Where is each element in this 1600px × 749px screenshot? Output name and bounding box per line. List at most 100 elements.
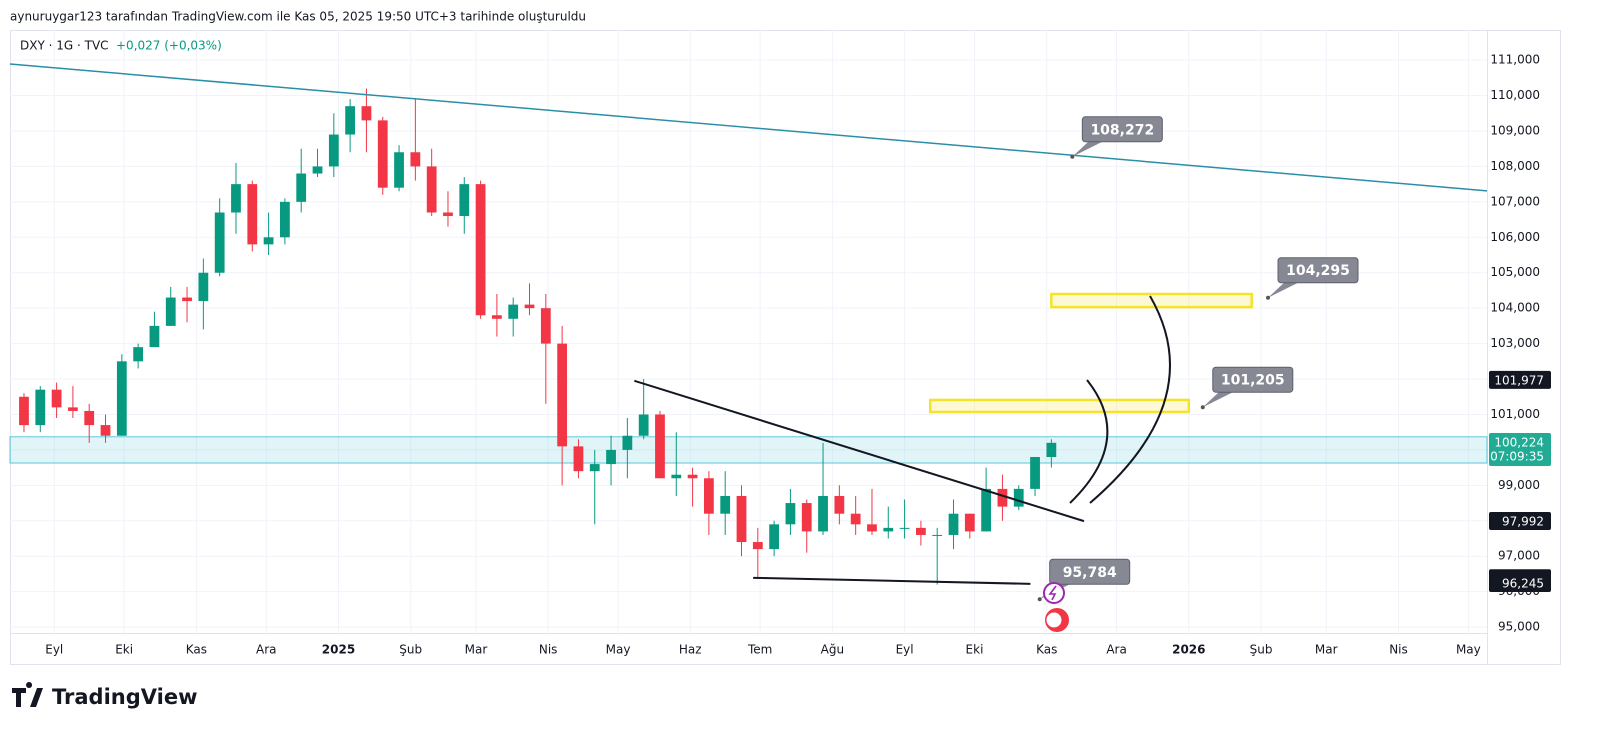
candle-body <box>704 478 714 514</box>
y-tick-label: 103,000 <box>1490 336 1540 350</box>
candle-body <box>133 347 144 362</box>
arc <box>1089 295 1171 504</box>
candle-body <box>720 495 731 514</box>
candle-body <box>198 272 209 302</box>
callout-pointer <box>1202 392 1233 408</box>
candle-body <box>752 542 763 550</box>
logo: TradingView <box>12 682 197 709</box>
candle-body <box>394 152 404 188</box>
candle-body <box>492 315 502 319</box>
candle-body <box>801 503 812 532</box>
x-tick-label: Ağu <box>821 643 844 657</box>
callout-point <box>1200 405 1205 410</box>
x-tick-label: Nis <box>1389 643 1408 657</box>
candle-body <box>443 212 453 217</box>
event-icon-bolt <box>1048 585 1057 601</box>
x-tick-label: Ara <box>1106 643 1127 657</box>
y-tick-label: 99,000 <box>1498 478 1540 492</box>
candle-body <box>981 488 992 532</box>
y-tick-label: 104,000 <box>1490 301 1540 315</box>
x-tick-label: May <box>1456 643 1481 657</box>
candle-body <box>540 308 551 344</box>
x-tick-label: Kas <box>186 643 207 657</box>
trendline <box>634 379 1085 523</box>
candle-body <box>84 410 95 426</box>
candle-body <box>280 201 290 238</box>
candle-body <box>638 414 649 436</box>
callout-label: 101,205 <box>1221 373 1285 389</box>
candle-body <box>557 343 568 447</box>
trendline <box>9 63 1488 192</box>
candle-body <box>100 425 111 436</box>
callout-point <box>1037 597 1042 602</box>
logo-mark <box>12 682 43 707</box>
price-band <box>9 436 1488 464</box>
candle-body <box>964 513 975 532</box>
candle-body <box>883 527 894 532</box>
callout-point <box>1070 154 1075 159</box>
candle-body <box>165 297 176 326</box>
candle-body <box>932 534 943 536</box>
callout-box <box>1081 116 1163 143</box>
y-tick-label: 106,000 <box>1490 230 1540 244</box>
callout-box <box>1212 366 1294 393</box>
arc <box>1069 379 1109 504</box>
candle-body <box>524 304 535 309</box>
x-tick-label: Tem <box>747 643 772 657</box>
candle-body <box>948 513 959 535</box>
x-tick-label: Mar <box>465 643 488 657</box>
logo-text: TradingView <box>52 685 197 709</box>
x-tick-label: Eyl <box>896 643 914 657</box>
price-label-box <box>1489 573 1551 592</box>
candle-body <box>410 152 421 167</box>
candle-body <box>997 488 1008 507</box>
candle-body <box>345 106 356 135</box>
candle-body <box>475 184 486 316</box>
y-tick-label: 111,000 <box>1490 53 1540 67</box>
price-label: 97,992 <box>1502 515 1544 529</box>
callout-point <box>1266 295 1271 300</box>
y-tick-label: 101,000 <box>1490 407 1540 421</box>
candle-body <box>361 106 372 121</box>
candle-body <box>508 304 519 319</box>
x-tick-label: Eki <box>966 643 984 657</box>
y-tick-label: 110,000 <box>1490 88 1540 102</box>
candle-body <box>1013 488 1024 507</box>
candle-body <box>785 503 796 525</box>
candle-body <box>818 495 828 532</box>
candle-body <box>426 166 437 213</box>
x-tick-label: 2026 <box>1172 643 1205 657</box>
candle-body <box>899 527 910 529</box>
candle-body <box>296 173 307 202</box>
x-tick-label: Şub <box>399 643 422 657</box>
candle-body <box>247 184 258 245</box>
candle-body <box>149 325 160 348</box>
candle-body <box>19 396 29 426</box>
y-tick-label: 109,000 <box>1490 123 1540 137</box>
x-tick-label: Ara <box>256 643 277 657</box>
candle-body <box>214 212 225 273</box>
candle-body <box>328 134 339 167</box>
price-label-box <box>1489 512 1551 531</box>
plot-frame <box>10 30 1561 665</box>
callout-label: 108,272 <box>1090 122 1154 138</box>
y-tick-label: 95,000 <box>1498 620 1540 634</box>
candle-body <box>916 527 926 535</box>
candle-body <box>377 120 388 188</box>
candle-body <box>459 184 470 217</box>
event-icons <box>1043 582 1069 632</box>
event-icon <box>1043 582 1065 604</box>
last-price-label: 100,224 <box>1494 435 1544 449</box>
candle-body <box>867 524 877 532</box>
axes: 95,00096,00097,00098,00099,000100,000101… <box>45 53 1551 657</box>
candle-body <box>622 435 633 450</box>
x-tick-label: Haz <box>679 643 702 657</box>
countdown: 07:09:35 <box>1490 449 1544 463</box>
candle-body <box>1046 442 1057 457</box>
candle-body <box>736 495 747 543</box>
candle-body <box>606 449 616 465</box>
trendline <box>753 576 1031 585</box>
change: +0,027 (+0,03%) <box>116 39 222 53</box>
candle-body <box>655 414 665 479</box>
price-label-box <box>1489 370 1551 389</box>
